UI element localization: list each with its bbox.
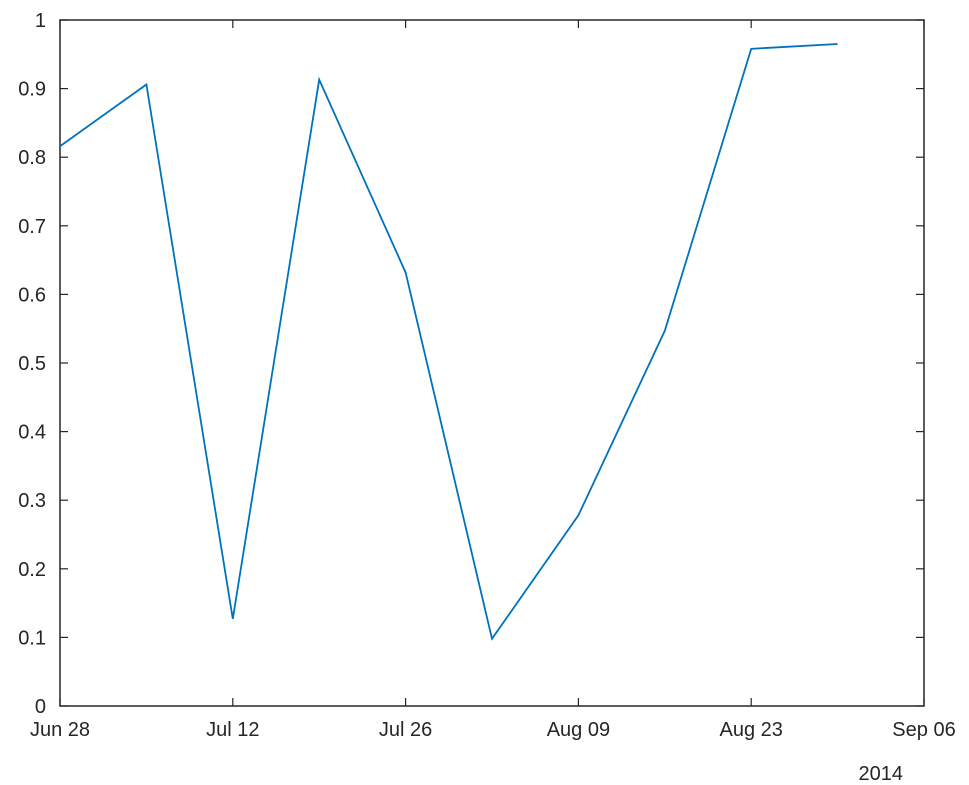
- y-tick-label: 0.8: [18, 147, 46, 169]
- y-tick-label: 0.9: [18, 79, 46, 101]
- y-axis: 0 0.1 0.2 0.3 0.4 0.5 0.6 0.7 0.8 0.9 1: [18, 10, 924, 718]
- y-tick-label: 1: [35, 10, 46, 32]
- y-tick-label: 0.4: [18, 422, 46, 444]
- y-tick-label: 0.1: [18, 627, 46, 649]
- x-axis-year-label: 2014: [859, 763, 904, 785]
- x-tick-label: Jun 28: [30, 719, 90, 741]
- series-layer: [59, 43, 838, 641]
- y-tick-label: 0.6: [18, 284, 46, 306]
- plot-area: [59, 19, 925, 707]
- x-tick-label: Sep 06: [892, 719, 955, 741]
- x-tick-label: Jul 12: [206, 719, 259, 741]
- x-tick-label: Aug 09: [547, 719, 610, 741]
- x-tick-label: Jul 26: [379, 719, 432, 741]
- y-tick-label: 0.7: [18, 216, 46, 238]
- y-tick-label: 0.5: [18, 353, 46, 375]
- plot-box: [59, 19, 925, 707]
- y-tick-label: 0.2: [18, 559, 46, 581]
- series-line: [59, 43, 838, 641]
- x-axis: Jun 28 Jul 12 Jul 26 Aug 09 Aug 23 Sep 06: [30, 20, 956, 741]
- x-tick-label: Aug 23: [720, 719, 783, 741]
- y-tick-label: 0: [35, 696, 46, 718]
- y-tick-label: 0.3: [18, 490, 46, 512]
